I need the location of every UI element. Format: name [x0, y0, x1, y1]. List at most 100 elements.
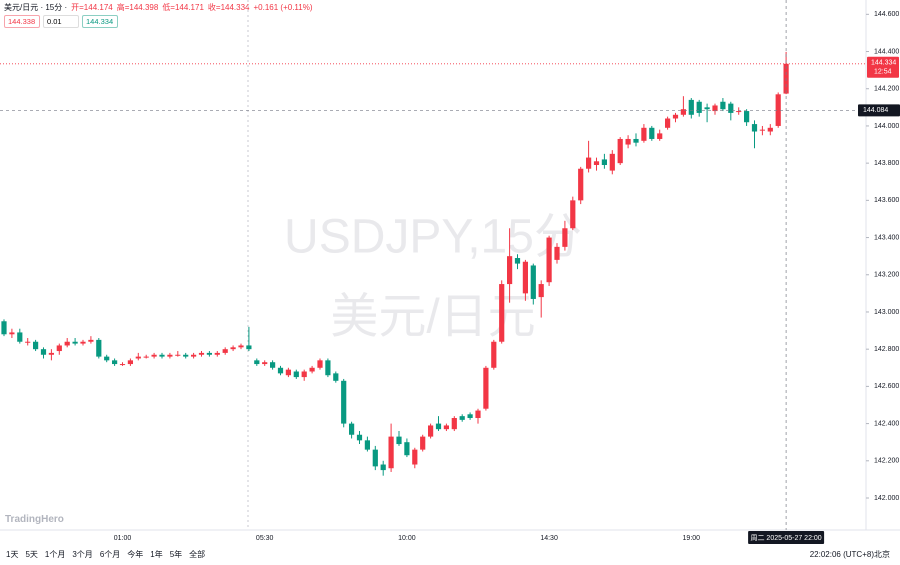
candle-body — [641, 127, 647, 141]
y-tick-label: 143.800 — [874, 160, 899, 167]
crosshair-price: 144.084 — [863, 107, 888, 114]
candle-body — [720, 101, 726, 110]
y-tick-label: 143.600 — [874, 197, 899, 204]
candle-body — [127, 360, 133, 365]
candle-body — [396, 436, 402, 445]
candle-body — [767, 127, 773, 132]
y-tick-label: 142.800 — [874, 346, 899, 353]
y-tick-label: 143.000 — [874, 309, 899, 316]
candle-body — [586, 157, 592, 169]
candle-body — [238, 345, 244, 348]
ohlc: 收=144.334 — [207, 3, 250, 12]
ohlc: 开=144.174 — [71, 3, 113, 12]
candle-body — [554, 246, 560, 260]
crosshair-date-box — [748, 531, 825, 544]
candle-body — [704, 107, 710, 110]
candle-body — [649, 127, 655, 139]
candle-body — [143, 356, 149, 358]
y-tick-label: 144.200 — [874, 86, 899, 93]
candle-body — [712, 105, 718, 112]
candle-body — [451, 418, 457, 430]
y-tick-label: 143.400 — [874, 234, 899, 241]
candle-body — [349, 423, 355, 435]
candle-body — [96, 339, 102, 357]
range-button[interactable]: 1年 — [150, 550, 163, 559]
range-button[interactable]: 1个月 — [44, 550, 66, 559]
candle-body — [246, 345, 252, 350]
range-button[interactable]: 今年 — [127, 550, 144, 559]
candle-body — [206, 352, 212, 355]
candle-body — [467, 414, 473, 419]
y-tick-label: 144.600 — [874, 11, 899, 18]
candle-body — [88, 339, 94, 342]
candle-body — [759, 129, 765, 131]
range-button[interactable]: 6个月 — [99, 550, 121, 559]
candle-body — [578, 168, 584, 201]
candle-body — [80, 341, 86, 344]
candle-body — [72, 341, 78, 344]
candle-body — [428, 425, 434, 437]
candle-body — [48, 352, 54, 355]
candle-body — [688, 99, 694, 115]
candle-body — [530, 265, 536, 299]
candle-body — [507, 256, 513, 285]
candle-body — [104, 356, 110, 361]
logo: TradingHero — [5, 514, 64, 525]
candle-body — [64, 341, 70, 346]
candle-body — [617, 138, 623, 164]
range-button[interactable]: 5天 — [25, 550, 38, 559]
candle-body — [356, 434, 363, 441]
candle-body — [499, 284, 505, 342]
y-tick-label: 142.600 — [874, 383, 899, 390]
candle-body — [183, 354, 189, 357]
candle-body — [475, 410, 481, 419]
range-button[interactable]: 3个月 — [72, 550, 93, 559]
x-tick-label: 19:00 — [683, 535, 701, 542]
candle-body — [522, 261, 528, 294]
candle-body — [270, 362, 276, 368]
candle-body — [285, 369, 291, 376]
spread: 0.01 — [43, 15, 79, 28]
candle-body — [625, 138, 631, 145]
change: +0.161 (+0.11%) — [253, 3, 313, 12]
candle-body — [222, 349, 228, 353]
candle-body — [364, 440, 370, 450]
range-button[interactable]: 5年 — [169, 550, 183, 559]
candle-body — [254, 360, 260, 365]
candle-body — [191, 354, 197, 357]
candle-body — [514, 258, 521, 264]
watermark: USDJPY,15分 — [284, 211, 582, 264]
candle-body — [459, 416, 465, 420]
sell-button[interactable]: 144.338 — [4, 15, 40, 28]
y-tick-label: 142.200 — [874, 458, 899, 465]
candle-body — [665, 118, 671, 128]
candle-body — [325, 360, 331, 376]
candle-body — [293, 371, 299, 378]
candle-body — [744, 111, 750, 123]
candle-body — [309, 367, 315, 372]
x-tick-label: 01:00 — [114, 535, 132, 542]
buy-button[interactable]: 144.334 — [82, 15, 118, 28]
y-tick-label: 143.200 — [874, 272, 899, 279]
candle-body — [657, 133, 663, 139]
candle-body — [9, 332, 15, 335]
candle-body — [483, 367, 489, 409]
candle-body — [341, 380, 347, 424]
y-tick-label: 142.400 — [874, 420, 899, 427]
candle-body — [40, 349, 47, 355]
candle-body — [491, 341, 497, 368]
candle-body — [119, 364, 126, 366]
candle-body — [214, 352, 220, 355]
range-button[interactable]: 1天 — [6, 550, 19, 559]
candle-body — [135, 356, 141, 359]
candle-body — [546, 237, 552, 283]
symbol: 美元/日元 · 15分 · — [4, 3, 68, 12]
candle-body — [570, 200, 576, 229]
range-button[interactable]: 全部 — [189, 550, 206, 559]
candle-body — [33, 341, 39, 350]
candle-body — [751, 124, 758, 132]
candle-body — [56, 345, 62, 352]
candle-body — [633, 138, 639, 143]
